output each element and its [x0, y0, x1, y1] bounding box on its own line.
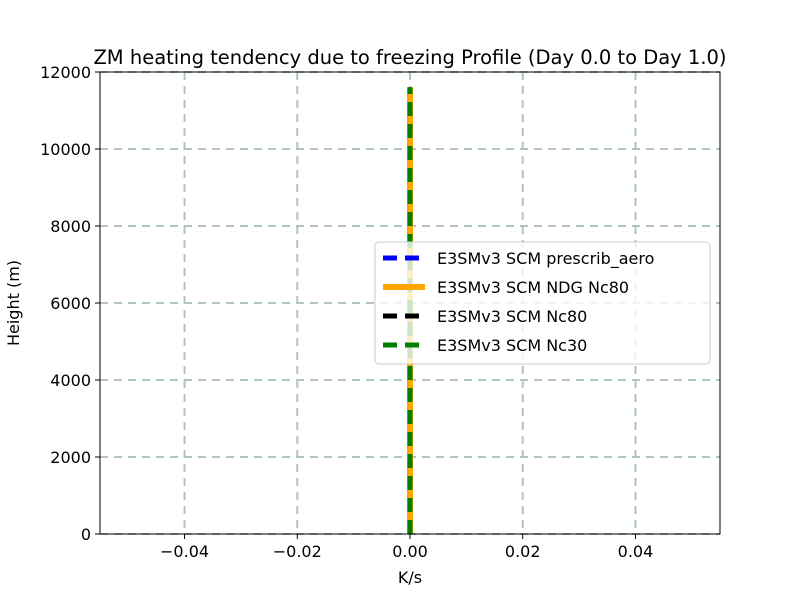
y-tick-label: 10000	[40, 140, 91, 159]
legend-label: E3SMv3 SCM Nc80	[437, 307, 587, 326]
x-axis: −0.04 −0.02 0.00 0.02 0.04	[160, 534, 653, 561]
chart-title: ZM heating tendency due to freezing Prof…	[93, 46, 726, 69]
y-tick-label: 12000	[40, 63, 91, 82]
y-axis-label: Height (m)	[4, 260, 23, 346]
legend-box	[374, 241, 711, 365]
x-tick-label: 0.02	[505, 542, 541, 561]
legend: E3SMv3 SCM prescrib_aero E3SMv3 SCM NDG N…	[374, 241, 711, 365]
y-tick-label: 0	[81, 525, 91, 544]
x-axis-label: K/s	[398, 568, 422, 587]
y-tick-label: 6000	[50, 294, 91, 313]
x-tick-label: −0.02	[273, 542, 322, 561]
y-axis: 0 2000 4000 6000 8000 10000 12000	[40, 63, 100, 544]
legend-label: E3SMv3 SCM prescrib_aero	[437, 249, 654, 269]
x-tick-label: −0.04	[160, 542, 209, 561]
legend-label: E3SMv3 SCM Nc30	[437, 336, 587, 355]
y-tick-label: 4000	[50, 371, 91, 390]
y-tick-label: 2000	[50, 448, 91, 467]
x-tick-label: 0.00	[392, 542, 428, 561]
legend-label: E3SMv3 SCM NDG Nc80	[437, 278, 629, 297]
y-tick-label: 8000	[50, 217, 91, 236]
x-tick-label: 0.04	[618, 542, 654, 561]
